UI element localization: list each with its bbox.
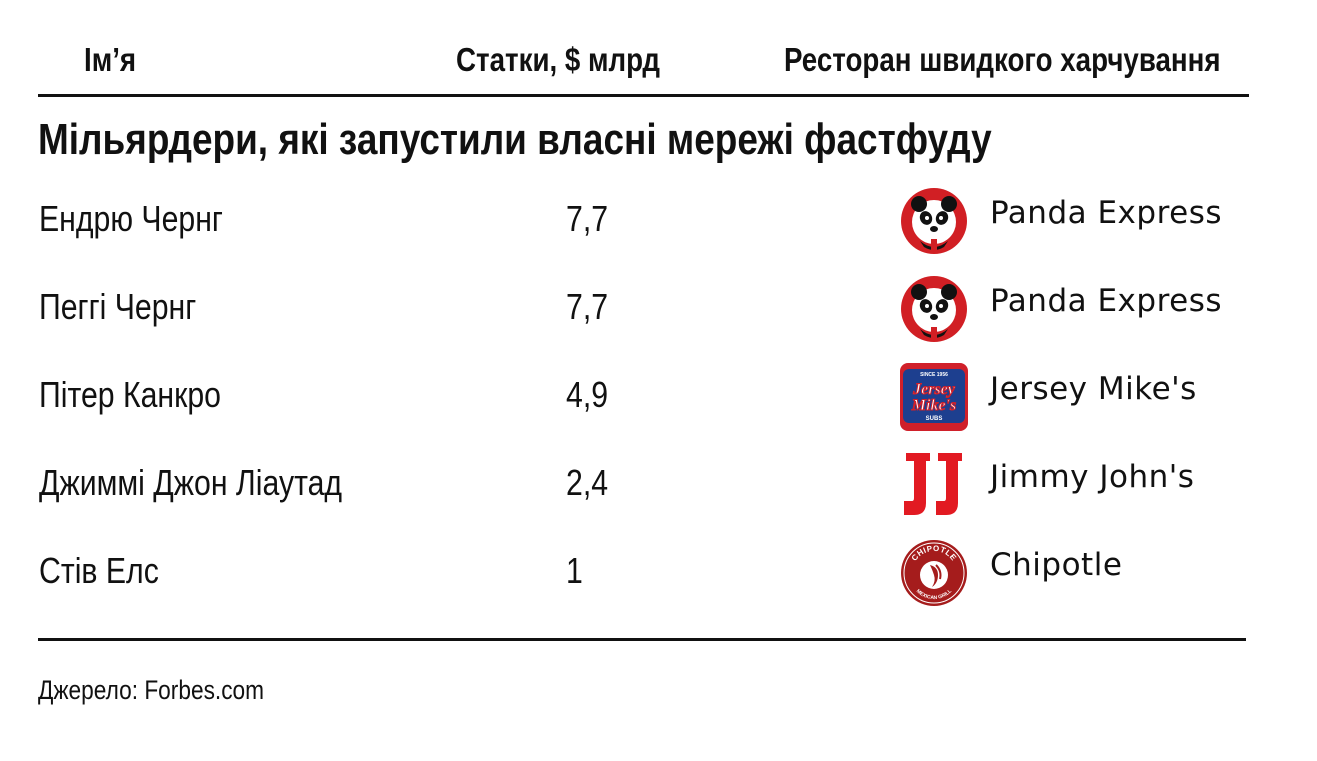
row-chain: Panda Express <box>990 283 1223 319</box>
source-note: Джерело: Forbes.com <box>38 675 265 705</box>
svg-text:SUBS: SUBS <box>926 416 943 422</box>
row-name: Джиммі Джон Ліаутад <box>39 462 343 503</box>
row-net-worth: 1 <box>566 550 583 591</box>
table-row: Ендрю Чернг 7,7 Panda Express <box>0 188 1317 285</box>
row-name: Пітер Канкро <box>39 374 222 415</box>
panda-express-icon <box>900 275 968 343</box>
table-title: Мільярдери, які запустили власні мережі … <box>38 115 992 164</box>
svg-text:Mike's: Mike's <box>911 397 956 414</box>
row-name: Стів Елс <box>39 550 159 591</box>
svg-text:SINCE 1956: SINCE 1956 <box>920 372 948 378</box>
row-net-worth: 7,7 <box>566 198 609 239</box>
header-divider <box>38 94 1249 97</box>
table-row: Стів Елс 1 CHIPOTLE MEXICAN GRILL Chipot… <box>0 540 1317 637</box>
row-chain: Panda Express <box>990 195 1223 231</box>
header-net-worth: Статки, $ млрд <box>456 41 660 78</box>
svg-text:Jersey: Jersey <box>912 381 956 398</box>
jimmy-johns-icon: JJ <box>900 451 968 519</box>
row-name: Ендрю Чернг <box>39 198 223 239</box>
row-chain: Jimmy John's <box>990 459 1195 495</box>
row-net-worth: 2,4 <box>566 462 609 503</box>
header-chain: Ресторан швидкого харчування <box>784 41 1221 78</box>
row-chain: Jersey Mike's <box>990 371 1197 407</box>
row-name: Пеггі Чернг <box>39 286 197 327</box>
footer-divider <box>38 638 1246 641</box>
jersey-mikes-icon: SINCE 1956 Jersey Mike's SUBS <box>900 363 968 431</box>
table-row: Джиммі Джон Ліаутад 2,4 JJ Jimmy John's <box>0 453 1317 549</box>
chipotle-icon: CHIPOTLE MEXICAN GRILL <box>900 539 968 607</box>
header-name: Ім’я <box>84 41 137 78</box>
table-row: Пітер Канкро 4,9 SINCE 1956 Jersey Mike'… <box>0 363 1317 461</box>
row-net-worth: 7,7 <box>566 286 609 327</box>
table-row: Пеггі Чернг 7,7 Panda Express <box>0 276 1317 373</box>
row-chain: Chipotle <box>990 547 1123 583</box>
panda-express-icon <box>900 187 968 255</box>
row-net-worth: 4,9 <box>566 374 609 415</box>
